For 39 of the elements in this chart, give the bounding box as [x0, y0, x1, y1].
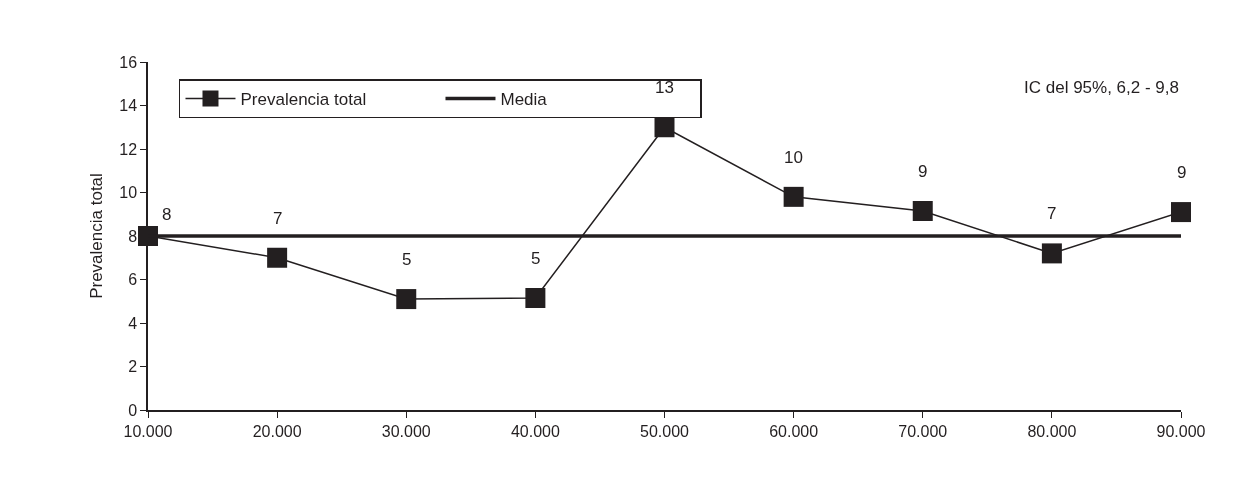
legend-label: Prevalencia total [240, 90, 367, 110]
point [783, 186, 804, 207]
point [267, 247, 288, 268]
legend-label: Media [500, 90, 548, 110]
data-label: 7 [1047, 204, 1057, 223]
y-axis-title: Prevalencia total [87, 173, 107, 299]
x-tick-label: 90.000 [1156, 422, 1206, 440]
x-tick-label: 50.000 [640, 422, 690, 440]
x-tick-label: 60.000 [769, 422, 819, 440]
y-tick-label: 6 [128, 271, 138, 289]
data-label: 5 [531, 249, 541, 268]
annotation: IC del 95%, 6,2 - 9,8 [1024, 78, 1179, 97]
y-tick-label: 12 [119, 140, 138, 158]
y-tick-label: 2 [128, 358, 138, 376]
x-tick-label: 40.000 [510, 422, 560, 440]
data-label: 7 [273, 209, 283, 228]
x-tick-label: 70.000 [898, 422, 948, 440]
x-tick-label: 10.000 [123, 422, 173, 440]
point [1041, 243, 1062, 264]
x-tick-label: 20.000 [252, 422, 302, 440]
point [654, 117, 675, 138]
y-tick-label: 10 [119, 184, 138, 202]
y-tick-label: 8 [128, 227, 138, 245]
point [912, 200, 933, 221]
y-tick-label: 0 [128, 401, 138, 419]
x-tick-label: 80.000 [1027, 422, 1077, 440]
y-tick-label: 14 [119, 97, 138, 115]
point [396, 289, 417, 310]
data-label: 8 [162, 205, 172, 224]
data-label: 5 [402, 250, 412, 269]
point [525, 287, 546, 308]
data-label: 10 [784, 148, 803, 167]
point [1171, 202, 1191, 223]
y-tick-label: 4 [128, 314, 138, 332]
data-label: 13 [655, 78, 674, 97]
data-label: 9 [918, 162, 928, 181]
y-tick-label: 16 [119, 53, 138, 71]
data-label: 9 [1177, 163, 1187, 182]
x-tick-label: 30.000 [381, 422, 431, 440]
